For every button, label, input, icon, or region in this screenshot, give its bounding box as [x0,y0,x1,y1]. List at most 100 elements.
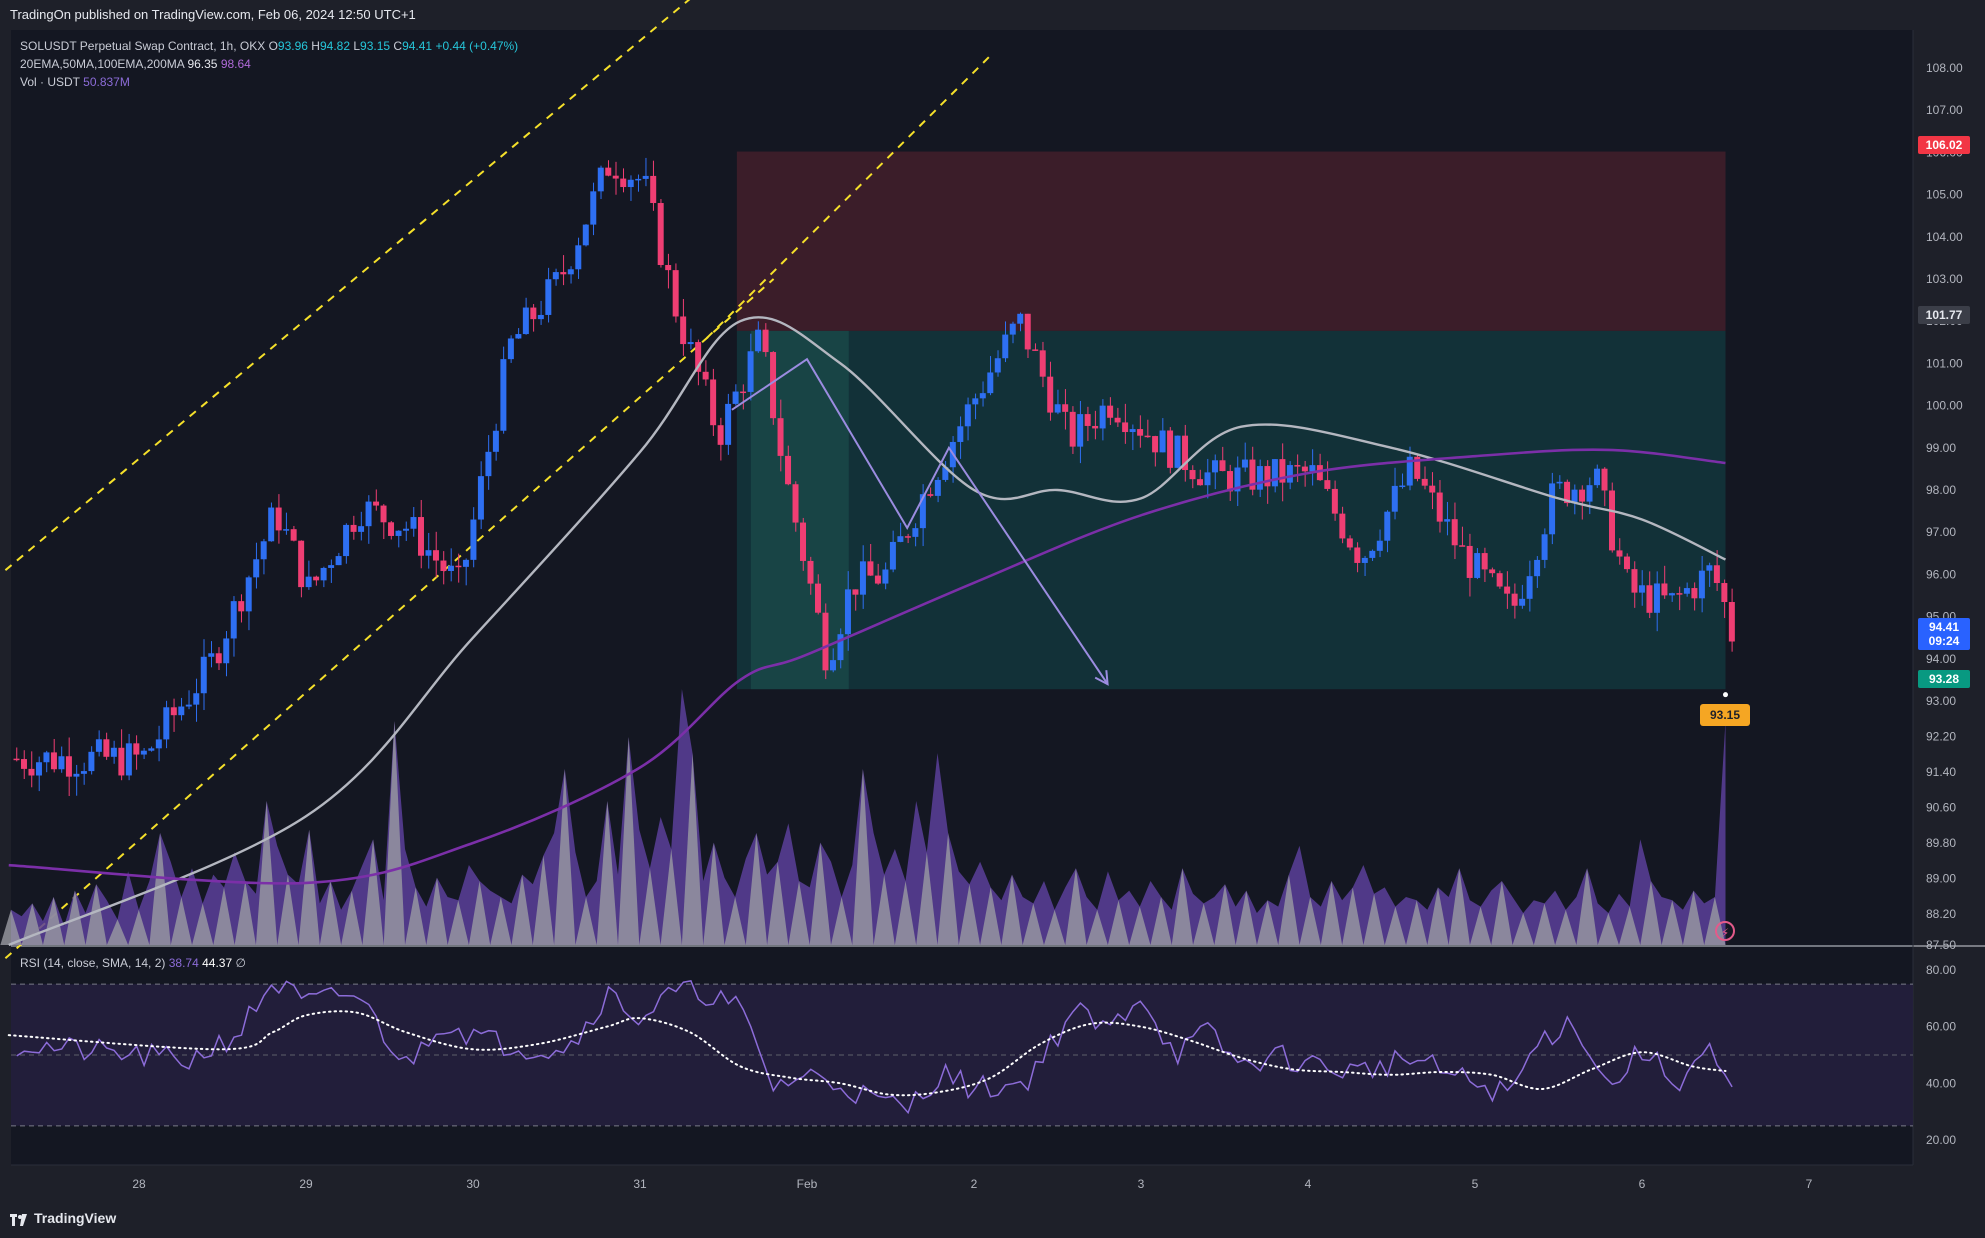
candle-body [762,329,769,353]
candle-body [440,560,447,572]
candle-body [118,747,125,776]
candle-body [1421,478,1428,486]
volume-spike [447,900,469,945]
candle-body [560,272,567,275]
volume-legend-label: Vol · USDT [20,75,80,89]
volume-spike [724,897,746,945]
candle-body [1541,534,1548,560]
candle-body [1683,588,1690,594]
candle-body [1728,602,1735,642]
candle-body [1721,583,1728,603]
volume-spike [596,801,618,945]
volume-spike [958,884,981,945]
candle-body [1279,459,1286,483]
lightning-icon[interactable]: ⚡ [1715,921,1735,941]
channel-line-lower_1 [4,278,775,960]
candle-body [1294,465,1301,467]
candle-body [1144,435,1151,438]
time-axis-label: 29 [299,1177,313,1191]
rsi-axis-label: 40.00 [1926,1076,1956,1090]
candle-body [245,577,252,612]
volume-spike [1619,906,1641,945]
rsi-band [11,984,1913,1126]
candle-body [1564,481,1571,504]
candle-body [665,265,672,271]
ohlc-change: +0.44 (+0.47%) [435,39,519,53]
projection-arrow-head [1094,670,1109,686]
ohlc-high: 94.82 [319,39,350,53]
candle-body [964,404,971,427]
price-axis-label: 100.00 [1926,399,1963,413]
volume-spike [1065,868,1087,945]
volume-spike [511,874,533,945]
candle-body [927,494,934,496]
candle-body [1601,468,1608,491]
candle-body [590,191,597,225]
candle-body [1107,405,1114,418]
candle-body [1571,489,1578,504]
candle-body [1646,585,1653,613]
candle-body [185,704,192,707]
rsi-legend-value-2: 44.37 [202,956,233,970]
candle-body [1384,511,1391,541]
candle-body [350,524,357,532]
volume-spike [894,881,917,945]
candle-body [58,756,65,770]
tradingview-logo-icon [10,1213,28,1227]
candle-body [1301,466,1308,472]
candle-body [1249,459,1256,490]
candle-body [904,536,911,538]
candle-body [1451,519,1458,546]
volume-spike [1512,913,1534,945]
volume-spike [42,897,65,945]
price-axis-label: 99.00 [1926,441,1956,455]
candle-body [133,743,140,755]
volume-spike [0,909,22,945]
candle-body [837,634,844,661]
volume-spike [703,842,725,945]
volume-spike [1278,874,1300,945]
candle-body [605,167,612,176]
price-axis-label: 103.00 [1926,272,1963,286]
symbol-name: SOLUSDT Perpetual Swap Contract, 1h, OKX [20,39,266,53]
volume-spike [234,881,256,945]
volume-spike [532,855,555,945]
volume-spike [277,874,299,945]
candle-body [1414,456,1421,479]
price-axis-label: 93.00 [1926,694,1956,708]
candle-body [1706,565,1713,571]
candle-body [395,530,402,536]
candle-body [807,560,814,584]
candle-body [972,398,979,405]
ma-legend-value-1: 96.35 [187,57,218,71]
candle-body [1182,435,1189,471]
time-axis-label: 4 [1305,1177,1312,1191]
candle-body [844,589,851,635]
candle-body [410,517,417,529]
candle-body [268,507,275,542]
candle-body [320,567,327,581]
price-axis-label: 91.40 [1926,765,1956,779]
candle-body [1631,569,1638,593]
take-profit-filled-zone [750,330,849,690]
price-axis-label: 92.20 [1926,729,1956,743]
volume-spike [660,849,682,945]
candle-body [680,316,687,345]
candle-body [1526,576,1533,599]
candle-body [200,656,207,694]
candle-body [1084,414,1091,426]
volume-spike [1406,900,1428,945]
volume-spike [1597,913,1620,945]
candle-body [283,529,290,531]
candle-body [125,743,132,776]
volume-spike [852,769,874,945]
volume-spike [405,887,427,945]
candle-body [882,569,889,584]
candle-body [732,391,739,404]
candle-body [987,372,994,394]
volume-spike [1320,881,1343,945]
volume-spike [128,909,150,945]
candle-body [1226,471,1233,492]
candle-body [755,329,762,352]
